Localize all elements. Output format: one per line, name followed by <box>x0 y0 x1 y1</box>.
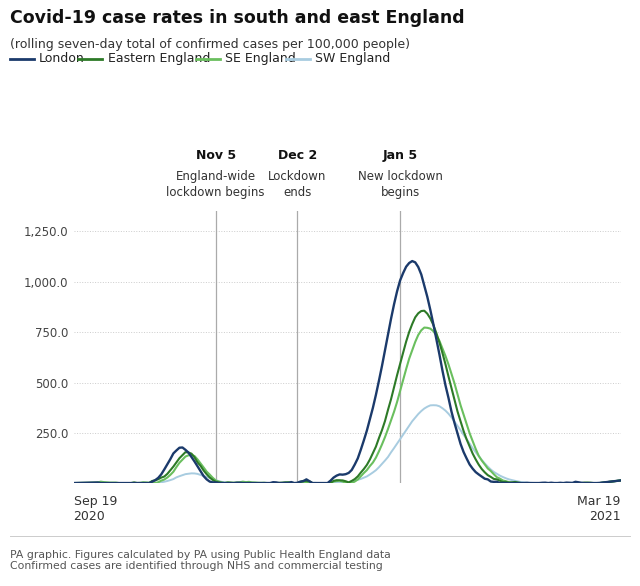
Text: SW England: SW England <box>315 52 390 65</box>
Text: Dec 2: Dec 2 <box>278 149 317 162</box>
Text: Mar 19
2021: Mar 19 2021 <box>577 495 621 523</box>
Text: Nov 5: Nov 5 <box>196 149 236 162</box>
Text: London: London <box>39 52 84 65</box>
Text: PA graphic. Figures calculated by PA using Public Health England data
Confirmed : PA graphic. Figures calculated by PA usi… <box>10 550 390 571</box>
Text: (rolling seven-day total of confirmed cases per 100,000 people): (rolling seven-day total of confirmed ca… <box>10 38 410 51</box>
Text: Jan 5: Jan 5 <box>383 149 418 162</box>
Text: Eastern England: Eastern England <box>108 52 210 65</box>
Text: Lockdown
ends: Lockdown ends <box>268 170 326 199</box>
Text: England-wide
lockdown begins: England-wide lockdown begins <box>166 170 265 199</box>
Text: New lockdown
begins: New lockdown begins <box>358 170 442 199</box>
Text: Covid-19 case rates in south and east England: Covid-19 case rates in south and east En… <box>10 9 464 27</box>
Text: Sep 19
2020: Sep 19 2020 <box>74 495 117 523</box>
Text: SE England: SE England <box>225 52 296 65</box>
